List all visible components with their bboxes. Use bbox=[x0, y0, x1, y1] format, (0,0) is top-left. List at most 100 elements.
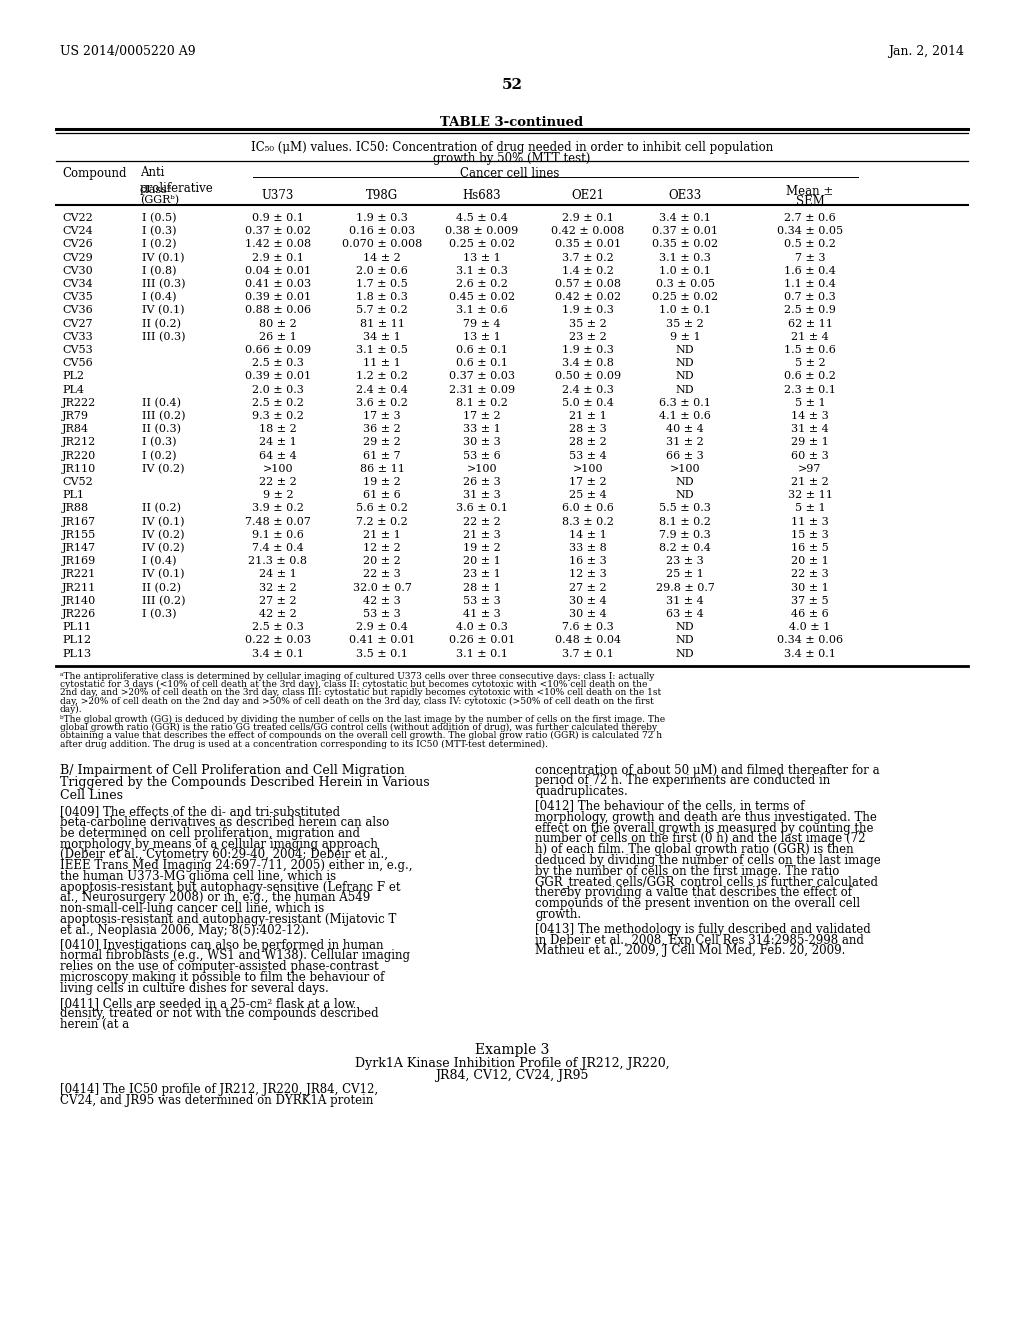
Text: Cancer cell lines: Cancer cell lines bbox=[461, 168, 560, 180]
Text: 2.5 ± 0.2: 2.5 ± 0.2 bbox=[252, 397, 304, 408]
Text: 81 ± 11: 81 ± 11 bbox=[359, 318, 404, 329]
Text: IV (0.2): IV (0.2) bbox=[142, 543, 184, 553]
Text: living cells in culture dishes for several days.: living cells in culture dishes for sever… bbox=[60, 982, 329, 995]
Text: B/ Impairment of Cell Proliferation and Cell Migration: B/ Impairment of Cell Proliferation and … bbox=[60, 763, 404, 776]
Text: 35 ± 2: 35 ± 2 bbox=[667, 318, 703, 329]
Text: 14 ± 1: 14 ± 1 bbox=[569, 529, 607, 540]
Text: PL2: PL2 bbox=[62, 371, 84, 381]
Text: JR226: JR226 bbox=[62, 609, 96, 619]
Text: 30 ± 3: 30 ± 3 bbox=[463, 437, 501, 447]
Text: 16 ± 3: 16 ± 3 bbox=[569, 556, 607, 566]
Text: 12 ± 2: 12 ± 2 bbox=[364, 543, 400, 553]
Text: normal fibroblasts (e.g., WS1 and W138). Cellular imaging: normal fibroblasts (e.g., WS1 and W138).… bbox=[60, 949, 410, 962]
Text: JR79: JR79 bbox=[62, 411, 89, 421]
Text: 0.88 ± 0.06: 0.88 ± 0.06 bbox=[245, 305, 311, 315]
Text: 4.5 ± 0.4: 4.5 ± 0.4 bbox=[456, 213, 508, 223]
Text: 16 ± 5: 16 ± 5 bbox=[792, 543, 828, 553]
Text: 2.5 ± 0.3: 2.5 ± 0.3 bbox=[252, 358, 304, 368]
Text: 31 ± 4: 31 ± 4 bbox=[792, 424, 828, 434]
Text: (Debeir et al., Cytometry 60:29-40, 2004; Debeir et al.,: (Debeir et al., Cytometry 60:29-40, 2004… bbox=[60, 849, 388, 862]
Text: growth by 50% (MTT test): growth by 50% (MTT test) bbox=[433, 152, 591, 165]
Text: 28 ± 3: 28 ± 3 bbox=[569, 424, 607, 434]
Text: ND: ND bbox=[676, 648, 694, 659]
Text: CV36: CV36 bbox=[62, 305, 93, 315]
Text: IC₅₀ (μM) values. IC50: Concentration of drug needed in order to inhibit cell po: IC₅₀ (μM) values. IC50: Concentration of… bbox=[251, 141, 773, 154]
Text: [0410] Investigations can also be performed in human: [0410] Investigations can also be perfor… bbox=[60, 939, 384, 952]
Text: 11 ± 3: 11 ± 3 bbox=[792, 516, 828, 527]
Text: after drug addition. The drug is used at a concentration corresponding to its IC: after drug addition. The drug is used at… bbox=[60, 739, 548, 748]
Text: et al., Neoplasia 2006, May; 8(5):402-12).: et al., Neoplasia 2006, May; 8(5):402-12… bbox=[60, 924, 309, 937]
Text: Dyrk1A Kinase Inhibition Profile of JR212, JR220,: Dyrk1A Kinase Inhibition Profile of JR21… bbox=[354, 1057, 670, 1071]
Text: 3.4 ± 0.1: 3.4 ± 0.1 bbox=[659, 213, 711, 223]
Text: JR155: JR155 bbox=[62, 529, 96, 540]
Text: 5 ± 1: 5 ± 1 bbox=[795, 503, 825, 513]
Text: 22 ± 2: 22 ± 2 bbox=[259, 477, 297, 487]
Text: 3.4 ± 0.8: 3.4 ± 0.8 bbox=[562, 358, 614, 368]
Text: 1.5 ± 0.6: 1.5 ± 0.6 bbox=[784, 345, 836, 355]
Text: 3.4 ± 0.1: 3.4 ± 0.1 bbox=[784, 648, 836, 659]
Text: 13 ± 1: 13 ± 1 bbox=[463, 252, 501, 263]
Text: 2.4 ± 0.4: 2.4 ± 0.4 bbox=[356, 384, 408, 395]
Text: JR167: JR167 bbox=[62, 516, 96, 527]
Text: 14 ± 3: 14 ± 3 bbox=[792, 411, 828, 421]
Text: h) of each film. The global growth ratio (GGR) is then: h) of each film. The global growth ratio… bbox=[535, 843, 854, 857]
Text: Mathieu et al., 2009, J Cell Mol Med, Feb. 20, 2009.: Mathieu et al., 2009, J Cell Mol Med, Fe… bbox=[535, 944, 846, 957]
Text: 22 ± 3: 22 ± 3 bbox=[792, 569, 828, 579]
Text: 17 ± 2: 17 ± 2 bbox=[463, 411, 501, 421]
Text: 8.2 ± 0.4: 8.2 ± 0.4 bbox=[659, 543, 711, 553]
Text: IV (0.1): IV (0.1) bbox=[142, 569, 184, 579]
Text: PL12: PL12 bbox=[62, 635, 91, 645]
Text: III (0.3): III (0.3) bbox=[142, 279, 185, 289]
Text: 7.4 ± 0.4: 7.4 ± 0.4 bbox=[252, 543, 304, 553]
Text: 1.1 ± 0.4: 1.1 ± 0.4 bbox=[784, 279, 836, 289]
Text: 2.31 ± 0.09: 2.31 ± 0.09 bbox=[449, 384, 515, 395]
Text: compounds of the present invention on the overall cell: compounds of the present invention on th… bbox=[535, 898, 860, 911]
Text: III (0.3): III (0.3) bbox=[142, 331, 185, 342]
Text: 35 ± 2: 35 ± 2 bbox=[569, 318, 607, 329]
Text: 7.9 ± 0.3: 7.9 ± 0.3 bbox=[659, 529, 711, 540]
Text: 27 ± 2: 27 ± 2 bbox=[259, 595, 297, 606]
Text: 9.1 ± 0.6: 9.1 ± 0.6 bbox=[252, 529, 304, 540]
Text: 23 ± 2: 23 ± 2 bbox=[569, 331, 607, 342]
Text: 23 ± 3: 23 ± 3 bbox=[667, 556, 703, 566]
Text: 26 ± 1: 26 ± 1 bbox=[259, 331, 297, 342]
Text: III (0.2): III (0.2) bbox=[142, 595, 185, 606]
Text: classᵃ: classᵃ bbox=[140, 185, 172, 195]
Text: 61 ± 6: 61 ± 6 bbox=[364, 490, 400, 500]
Text: 66 ± 3: 66 ± 3 bbox=[667, 450, 703, 461]
Text: CV56: CV56 bbox=[62, 358, 93, 368]
Text: I (0.4): I (0.4) bbox=[142, 292, 176, 302]
Text: JR88: JR88 bbox=[62, 503, 89, 513]
Text: 0.35 ± 0.02: 0.35 ± 0.02 bbox=[652, 239, 718, 249]
Text: ND: ND bbox=[676, 345, 694, 355]
Text: 42 ± 2: 42 ± 2 bbox=[259, 609, 297, 619]
Text: morphology, growth and death are thus investigated. The: morphology, growth and death are thus in… bbox=[535, 810, 877, 824]
Text: GGR_treated cells/GGR_control cells is further calculated: GGR_treated cells/GGR_control cells is f… bbox=[535, 875, 878, 888]
Text: 46 ± 6: 46 ± 6 bbox=[792, 609, 828, 619]
Text: ND: ND bbox=[676, 622, 694, 632]
Text: [0412] The behaviour of the cells, in terms of: [0412] The behaviour of the cells, in te… bbox=[535, 800, 805, 813]
Text: JR110: JR110 bbox=[62, 463, 96, 474]
Text: 23 ± 1: 23 ± 1 bbox=[463, 569, 501, 579]
Text: 37 ± 5: 37 ± 5 bbox=[792, 595, 828, 606]
Text: 33 ± 1: 33 ± 1 bbox=[463, 424, 501, 434]
Text: 0.41 ± 0.01: 0.41 ± 0.01 bbox=[349, 635, 415, 645]
Text: CV52: CV52 bbox=[62, 477, 93, 487]
Text: beta-carboline derivatives as described herein can also: beta-carboline derivatives as described … bbox=[60, 816, 389, 829]
Text: 0.50 ± 0.09: 0.50 ± 0.09 bbox=[555, 371, 622, 381]
Text: 3.9 ± 0.2: 3.9 ± 0.2 bbox=[252, 503, 304, 513]
Text: 2.3 ± 0.1: 2.3 ± 0.1 bbox=[784, 384, 836, 395]
Text: ND: ND bbox=[676, 635, 694, 645]
Text: Cell Lines: Cell Lines bbox=[60, 788, 123, 801]
Text: effect on the overall growth is measured by counting the: effect on the overall growth is measured… bbox=[535, 821, 873, 834]
Text: ᵃThe antiproliferative class is determined by cellular imaging of cultured U373 : ᵃThe antiproliferative class is determin… bbox=[60, 672, 654, 681]
Text: day, >20% of cell death on the 2nd day and >50% of cell death on the 3rd day, cl: day, >20% of cell death on the 2nd day a… bbox=[60, 697, 654, 705]
Text: PL1: PL1 bbox=[62, 490, 84, 500]
Text: 25 ± 4: 25 ± 4 bbox=[569, 490, 607, 500]
Text: 32 ± 11: 32 ± 11 bbox=[787, 490, 833, 500]
Text: II (0.2): II (0.2) bbox=[142, 582, 181, 593]
Text: 0.25 ± 0.02: 0.25 ± 0.02 bbox=[449, 239, 515, 249]
Text: 0.66 ± 0.09: 0.66 ± 0.09 bbox=[245, 345, 311, 355]
Text: JR212: JR212 bbox=[62, 437, 96, 447]
Text: 0.39 ± 0.01: 0.39 ± 0.01 bbox=[245, 292, 311, 302]
